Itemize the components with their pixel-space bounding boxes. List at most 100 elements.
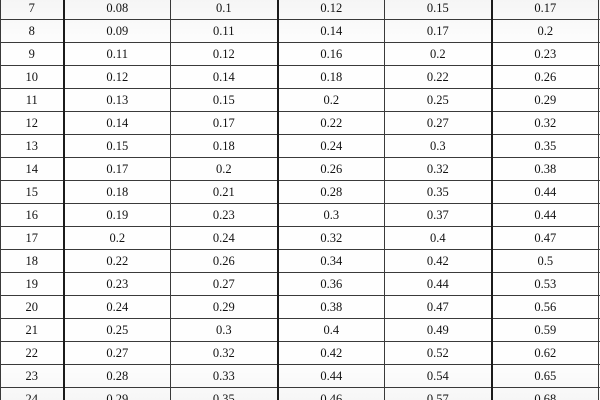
table-cell[interactable]: 0.36 [277, 272, 385, 296]
table-cell[interactable]: 0.32 [170, 341, 279, 365]
row-index-cell[interactable]: 17 [0, 226, 65, 250]
row-index-cell[interactable]: 13 [0, 134, 65, 158]
table-cell[interactable]: 0.14 [277, 19, 385, 43]
table-cell[interactable]: 0.32 [491, 111, 599, 135]
table-cell[interactable]: 0.5 [491, 249, 599, 273]
table-cell[interactable]: 0.79 [598, 387, 600, 400]
table-cell[interactable]: 0.44 [384, 272, 493, 296]
table-cell[interactable]: 0.15 [63, 134, 171, 158]
table-cell[interactable]: 0.17 [63, 157, 171, 181]
row-index-cell[interactable]: 19 [0, 272, 65, 296]
table-cell[interactable]: 0.3 [170, 318, 279, 342]
table-cell[interactable]: 0.38 [491, 157, 599, 181]
table-cell[interactable]: 0.27 [170, 272, 279, 296]
table-cell[interactable]: 0.22 [384, 65, 493, 89]
table-cell[interactable]: 0.32 [277, 226, 385, 250]
table-cell[interactable]: 0.34 [277, 249, 385, 273]
row-index-cell[interactable]: 7 [0, 0, 65, 20]
table-cell[interactable]: 0.12 [277, 0, 385, 20]
row-index-cell[interactable]: 21 [0, 318, 65, 342]
row-index-cell[interactable]: 12 [0, 111, 65, 135]
table-cell[interactable]: 0.23 [63, 272, 171, 296]
table-cell[interactable]: 0.13 [63, 88, 171, 112]
table-cell[interactable]: 0.62 [491, 341, 599, 365]
table-cell[interactable]: 0.19 [63, 203, 171, 227]
table-cell[interactable]: 0.42 [384, 249, 493, 273]
table-cell[interactable]: 0.35 [491, 134, 599, 158]
row-index-cell[interactable]: 11 [0, 88, 65, 112]
table-cell[interactable]: 0.15 [384, 0, 493, 20]
table-cell[interactable]: 0.2 [277, 88, 385, 112]
table-cell[interactable]: 0.56 [491, 295, 599, 319]
table-cell[interactable]: 0.2 [170, 157, 279, 181]
table-cell[interactable]: 0.49 [384, 318, 493, 342]
table-cell[interactable]: 0.38 [277, 295, 385, 319]
table-cell[interactable]: 0.18 [170, 134, 279, 158]
table-cell[interactable]: 0.27 [63, 341, 171, 365]
table-cell[interactable]: 0.12 [170, 42, 279, 66]
table-cell[interactable]: 0.4 [384, 226, 493, 250]
row-index-cell[interactable]: 18 [0, 249, 65, 273]
table-cell[interactable]: 0.44 [277, 364, 385, 388]
row-index-cell[interactable]: 8 [0, 19, 65, 43]
row-index-cell[interactable]: 24 [0, 387, 65, 400]
table-cell[interactable]: 0.65 [491, 364, 599, 388]
table-cell[interactable]: 0.53 [491, 272, 599, 296]
table-cell[interactable]: 0.25 [384, 88, 493, 112]
table-cell[interactable]: 0.52 [384, 341, 493, 365]
table-cell[interactable]: 0.12 [63, 65, 171, 89]
table-cell[interactable]: 0.26 [170, 249, 279, 273]
table-cell[interactable]: 0.11 [63, 42, 171, 66]
table-cell[interactable]: 0.32 [384, 157, 493, 181]
table-cell[interactable]: 0.25 [63, 318, 171, 342]
table-cell[interactable]: 0.37 [384, 203, 493, 227]
table-cell[interactable]: 0.28 [277, 180, 385, 204]
table-cell[interactable]: 0.09 [63, 19, 171, 43]
table-cell[interactable]: 0.3 [277, 203, 385, 227]
table-cell[interactable]: 0.2 [63, 226, 171, 250]
table-cell[interactable]: 0.21 [170, 180, 279, 204]
table-cell[interactable]: 0.27 [384, 111, 493, 135]
table-cell[interactable]: 0.59 [491, 318, 599, 342]
table-cell[interactable]: 0.11 [170, 19, 279, 43]
table-cell[interactable]: 0.29 [63, 387, 171, 400]
table-cell[interactable]: 0.47 [384, 295, 493, 319]
table-cell[interactable]: 0.14 [63, 111, 171, 135]
table-cell[interactable]: 0.18 [63, 180, 171, 204]
table-cell[interactable]: 0.17 [170, 111, 279, 135]
table-cell[interactable]: 0.54 [384, 364, 493, 388]
table-cell[interactable]: 0.1 [170, 0, 279, 20]
row-index-cell[interactable]: 15 [0, 180, 65, 204]
table-cell[interactable]: 0.26 [491, 65, 599, 89]
table-cell[interactable]: 0.29 [491, 88, 599, 112]
table-cell[interactable]: 0.2 [384, 42, 493, 66]
table-cell[interactable]: 0.17 [384, 19, 493, 43]
table-cell[interactable]: 0.35 [384, 180, 493, 204]
table-cell[interactable]: 0.24 [277, 134, 385, 158]
table-cell[interactable]: 0.14 [170, 65, 279, 89]
table-cell[interactable]: 0.24 [170, 226, 279, 250]
table-cell[interactable]: 0.2 [491, 19, 599, 43]
row-index-cell[interactable]: 20 [0, 295, 65, 319]
row-index-cell[interactable]: 10 [0, 65, 65, 89]
row-index-cell[interactable]: 23 [0, 364, 65, 388]
table-cell[interactable]: 0.08 [63, 0, 171, 20]
table-cell[interactable]: 0.35 [170, 387, 279, 400]
table-cell[interactable]: 0.33 [170, 364, 279, 388]
table-cell[interactable]: 0.42 [277, 341, 385, 365]
table-cell[interactable]: 0.29 [170, 295, 279, 319]
table-cell[interactable]: 0.26 [277, 157, 385, 181]
table-cell[interactable]: 0.23 [491, 42, 599, 66]
table-cell[interactable]: 0.18 [277, 65, 385, 89]
table-cell[interactable]: 0.28 [63, 364, 171, 388]
table-cell[interactable]: 0.17 [491, 0, 599, 20]
table-cell[interactable]: 0.23 [170, 203, 279, 227]
table-cell[interactable]: 0.57 [384, 387, 493, 400]
row-index-cell[interactable]: 16 [0, 203, 65, 227]
table-cell[interactable]: 0.22 [63, 249, 171, 273]
table-cell[interactable]: 0.22 [277, 111, 385, 135]
table-cell[interactable]: 0.15 [170, 88, 279, 112]
table-cell[interactable]: 0.16 [277, 42, 385, 66]
table-cell[interactable]: 0.24 [63, 295, 171, 319]
table-cell[interactable]: 0.4 [277, 318, 385, 342]
